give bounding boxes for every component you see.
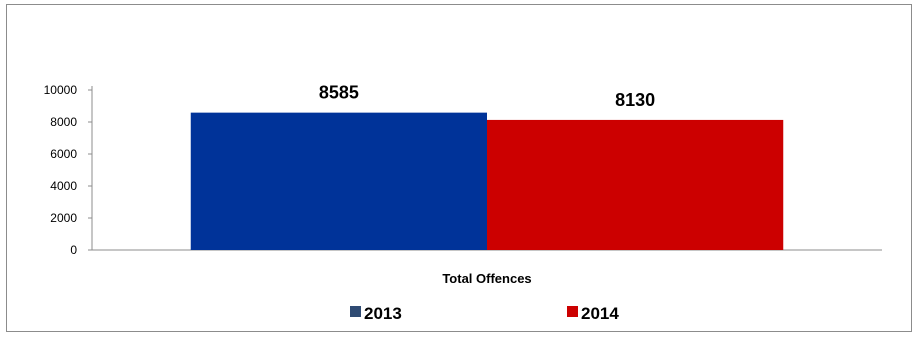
- y-tick-label: 2000: [50, 211, 77, 225]
- legend-swatch-2013: [350, 306, 361, 317]
- y-tick-label: 0: [70, 243, 77, 257]
- legend-swatch-2014: [567, 306, 578, 317]
- y-axis: 0 2000 4000 6000 8000 10000: [44, 83, 93, 257]
- bars-group: [190, 112, 784, 250]
- y-tick-label: 10000: [44, 83, 78, 97]
- legend-label-2013: 2013: [364, 304, 402, 323]
- y-tick-label: 6000: [50, 147, 77, 161]
- data-label-2013: 8585: [319, 83, 359, 103]
- legend: 2013 2014: [350, 304, 619, 323]
- y-tick-label: 8000: [50, 115, 77, 129]
- bar-2014: [487, 119, 784, 250]
- data-label-2014: 8130: [615, 90, 655, 110]
- category-label: Total Offences: [442, 271, 531, 286]
- category-labels-group: Total Offences: [442, 271, 531, 286]
- bar-2013: [190, 112, 487, 250]
- y-tick-label: 4000: [50, 179, 77, 193]
- data-labels-group: 8585 8130: [319, 83, 655, 110]
- legend-label-2014: 2014: [581, 304, 619, 323]
